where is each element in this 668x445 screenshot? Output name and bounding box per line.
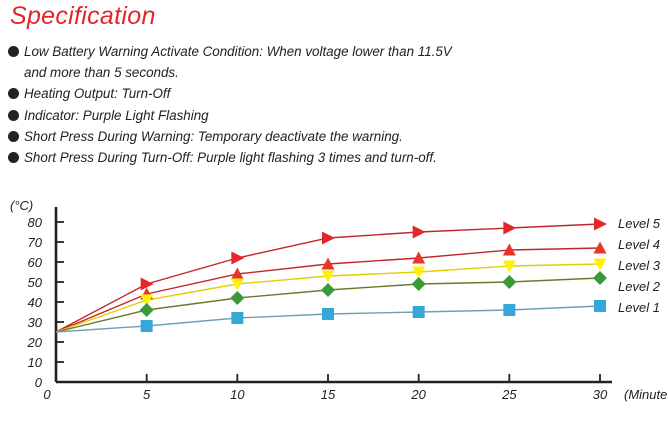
bullet-icon [8, 46, 19, 57]
spec-item-indicator: Indicator: Purple Light Flashing [8, 105, 452, 126]
y-tick-label: 30 [28, 315, 43, 330]
legend-label: Level 4 [618, 237, 660, 252]
data-point-series-5 [231, 312, 244, 324]
data-point-series-2 [593, 241, 607, 254]
data-point-series-4 [411, 277, 426, 291]
data-point-series-4 [230, 291, 245, 305]
spec-item-short-press-warning: Short Press During Warning: Temporary de… [8, 126, 452, 147]
x-tick-label: 0 [43, 387, 51, 402]
bullet-icon [8, 88, 19, 100]
y-tick-label: 60 [28, 255, 43, 270]
x-tick-label: 25 [501, 387, 517, 402]
y-tick-label: 40 [28, 295, 43, 310]
data-point-series-1 [322, 231, 335, 245]
spec-text: Indicator: Purple Light Flashing [24, 107, 209, 123]
data-point-series-3 [140, 294, 154, 307]
spec-item-heating-output: Heating Output: Turn-Off [8, 83, 452, 104]
data-point-series-5 [322, 308, 334, 320]
x-tick-label: 10 [230, 387, 245, 402]
data-point-series-3 [502, 260, 516, 273]
data-point-series-5 [594, 300, 606, 312]
legend-label: Level 5 [618, 216, 661, 231]
spec-text: Short Press During Warning: Temporary de… [24, 128, 403, 144]
spec-text: Short Press During Turn-Off: Purple ligh… [24, 150, 437, 166]
spec-text-continued: and more than 5 seconds. [24, 65, 179, 81]
y-tick-label: 20 [27, 335, 43, 350]
x-tick-label: 30 [593, 387, 608, 402]
y-tick-label: 50 [28, 275, 43, 290]
y-tick-label: 70 [28, 235, 43, 250]
data-point-series-2 [230, 267, 244, 280]
data-point-series-5 [503, 304, 516, 316]
spec-text: Low Battery Warning Activate Condition: … [24, 44, 452, 59]
y-tick-label: 0 [35, 375, 43, 390]
data-point-series-1 [231, 251, 245, 265]
data-point-series-1 [412, 225, 426, 239]
data-point-series-1 [503, 221, 517, 235]
y-tick-label: 10 [28, 355, 43, 370]
data-point-series-2 [321, 257, 335, 270]
y-tick-label: 80 [28, 215, 43, 230]
data-point-series-3 [412, 266, 426, 279]
data-point-series-4 [593, 271, 607, 285]
legend-label: Level 1 [618, 300, 660, 315]
spec-item-low-battery: Low Battery Warning Activate Condition: … [8, 41, 452, 83]
data-point-series-4 [321, 283, 335, 297]
data-point-series-4 [139, 303, 154, 317]
data-point-series-4 [502, 275, 517, 289]
bullet-icon [8, 152, 19, 164]
data-point-series-5 [412, 306, 425, 318]
bullet-icon [8, 130, 19, 142]
legend-label: Level 3 [618, 258, 661, 273]
data-point-series-1 [140, 277, 154, 291]
data-point-series-2 [412, 251, 426, 264]
data-point-series-2 [502, 243, 516, 256]
spec-list: Low Battery Warning Activate Condition: … [8, 41, 452, 168]
data-point-series-5 [140, 320, 153, 332]
x-tick-label: 5 [143, 387, 151, 402]
data-point-series-1 [594, 217, 607, 231]
page-title: Specification [10, 2, 156, 30]
data-point-series-3 [321, 270, 335, 283]
x-tick-label: 15 [321, 387, 336, 402]
x-tick-label: 20 [410, 387, 426, 402]
y-axis-label: (°C) [10, 198, 33, 213]
bullet-icon [8, 109, 19, 121]
data-point-series-3 [593, 258, 607, 271]
spec-text: Heating Output: Turn-Off [24, 86, 171, 102]
data-point-series-3 [230, 278, 244, 291]
spec-item-short-press-turn-off: Short Press During Turn-Off: Purple ligh… [8, 147, 452, 168]
legend-label: Level 2 [618, 279, 661, 294]
x-axis-label: (Minute [624, 387, 667, 402]
